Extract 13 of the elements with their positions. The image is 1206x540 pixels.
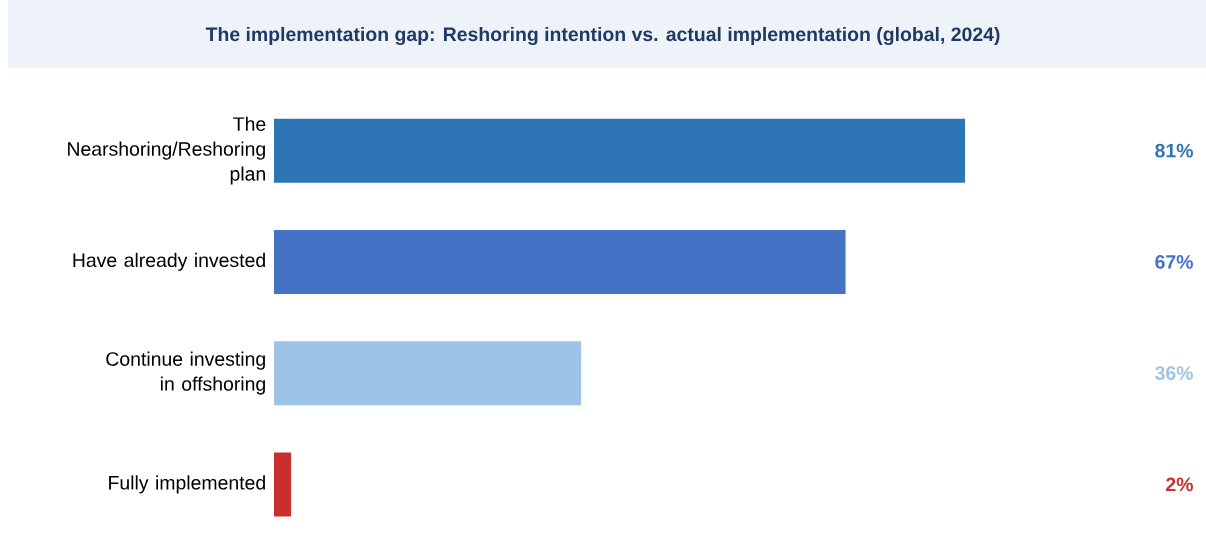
data-label: 67% xyxy=(1155,255,1193,269)
bar xyxy=(274,118,966,183)
data-label: 36% xyxy=(1155,366,1193,381)
y-tick-label: Continue investing in offshoring xyxy=(106,351,265,395)
data-label: 81% xyxy=(1155,143,1193,158)
bar xyxy=(274,229,846,294)
bar xyxy=(274,341,582,406)
bar xyxy=(274,452,292,517)
y-tick-label: Fully implemented xyxy=(109,475,265,494)
chart-title: The implementation gap: Reshoring intention vs. actual implementation (global, 2024) xyxy=(205,26,1000,46)
data-label: 2% xyxy=(1166,477,1193,492)
y-tick-label: Have already invested xyxy=(73,252,265,271)
y-tick-label: The Nearshoring/Reshoring plan xyxy=(68,116,266,185)
